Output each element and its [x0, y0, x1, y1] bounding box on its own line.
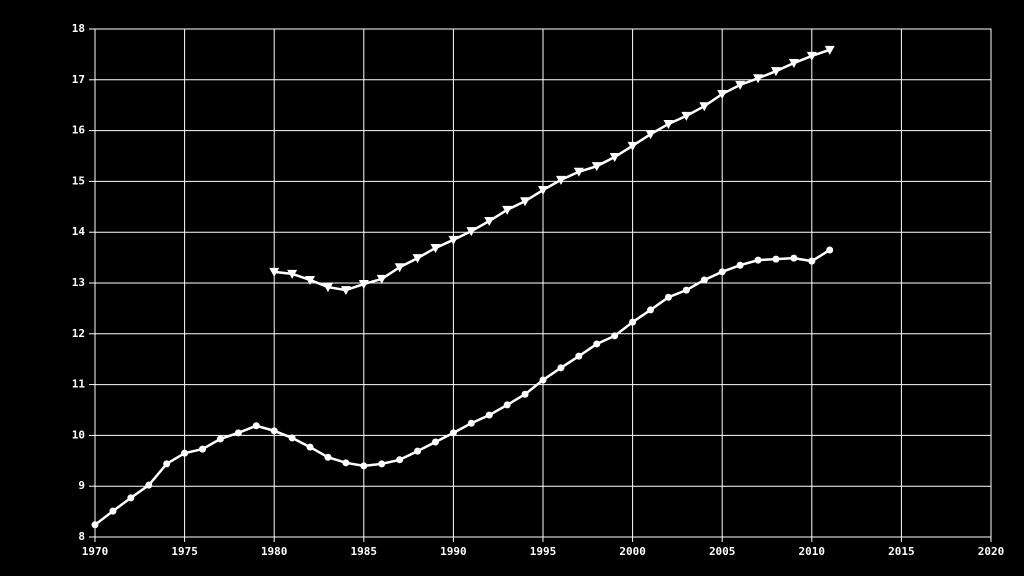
point: [629, 318, 637, 326]
point: [340, 286, 351, 296]
point: [520, 197, 531, 207]
point: [575, 352, 583, 360]
x-tick-label: 2010: [799, 545, 826, 558]
x-tick-label: 1980: [261, 545, 288, 558]
point: [449, 429, 457, 437]
point: [306, 443, 314, 451]
point: [109, 507, 117, 515]
y-tick-label: 14: [72, 225, 86, 238]
point: [503, 401, 511, 409]
point: [448, 235, 459, 245]
point: [591, 162, 602, 172]
point: [521, 390, 529, 398]
point: [466, 227, 477, 237]
point: [288, 434, 296, 442]
point: [699, 102, 710, 112]
point: [216, 435, 224, 443]
point: [396, 456, 404, 464]
point: [484, 217, 495, 227]
point: [412, 254, 423, 264]
point: [753, 74, 764, 84]
point: [181, 449, 189, 457]
point: [645, 130, 656, 140]
x-tick-label: 2000: [619, 545, 646, 558]
point: [199, 445, 207, 453]
point: [378, 460, 386, 468]
point: [824, 45, 835, 55]
x-tick-label: 1995: [530, 545, 557, 558]
y-tick-label: 18: [72, 22, 85, 35]
x-tick-label: 1975: [171, 545, 198, 558]
point: [467, 419, 475, 427]
y-tick-label: 17: [72, 73, 85, 86]
point: [91, 521, 99, 529]
point: [788, 59, 799, 69]
point: [394, 263, 405, 273]
point: [663, 119, 674, 129]
point: [826, 246, 834, 254]
point: [287, 269, 298, 279]
x-tick-label: 1970: [82, 545, 109, 558]
point: [430, 243, 441, 253]
point: [234, 429, 242, 437]
point: [682, 286, 690, 294]
point: [555, 175, 566, 185]
y-tick-label: 11: [72, 378, 86, 391]
point: [376, 274, 387, 284]
y-tick-label: 16: [72, 124, 86, 137]
point: [627, 141, 638, 151]
point: [806, 51, 817, 61]
point: [502, 205, 513, 215]
point: [573, 167, 584, 177]
y-tick-label: 10: [72, 428, 85, 441]
point: [717, 90, 728, 100]
point: [431, 438, 439, 446]
point: [305, 275, 316, 285]
x-tick-label: 2020: [978, 545, 1005, 558]
point: [790, 254, 798, 262]
x-tick-label: 2005: [709, 545, 736, 558]
point: [127, 494, 135, 502]
point: [360, 462, 368, 470]
point: [538, 186, 548, 196]
point: [539, 376, 547, 384]
point: [269, 267, 280, 277]
point: [270, 427, 278, 435]
point: [593, 340, 601, 348]
point: [770, 67, 781, 77]
point: [736, 261, 744, 269]
point: [808, 257, 816, 265]
point: [557, 364, 565, 372]
point: [772, 255, 780, 263]
plot-frame: [94, 28, 992, 538]
point: [609, 153, 620, 163]
x-tick-label: 1985: [351, 545, 378, 558]
point: [735, 80, 746, 90]
point: [681, 111, 692, 121]
point: [664, 293, 672, 301]
y-tick-label: 13: [72, 276, 85, 289]
point: [414, 447, 422, 455]
x-tick-label: 2015: [888, 545, 915, 558]
point: [342, 459, 350, 467]
point: [754, 256, 762, 264]
y-tick-label: 9: [78, 479, 85, 492]
point: [324, 453, 332, 461]
point: [145, 481, 153, 489]
x-tick-label: 1990: [440, 545, 467, 558]
point: [252, 422, 260, 430]
point: [485, 411, 493, 419]
point: [718, 268, 726, 276]
y-tick-label: 12: [72, 327, 85, 340]
point: [322, 283, 333, 293]
point: [611, 332, 619, 340]
point: [700, 276, 708, 284]
point: [647, 306, 655, 314]
y-tick-label: 15: [72, 174, 85, 187]
point: [358, 280, 369, 290]
point: [163, 460, 171, 468]
y-tick-label: 8: [78, 530, 85, 543]
